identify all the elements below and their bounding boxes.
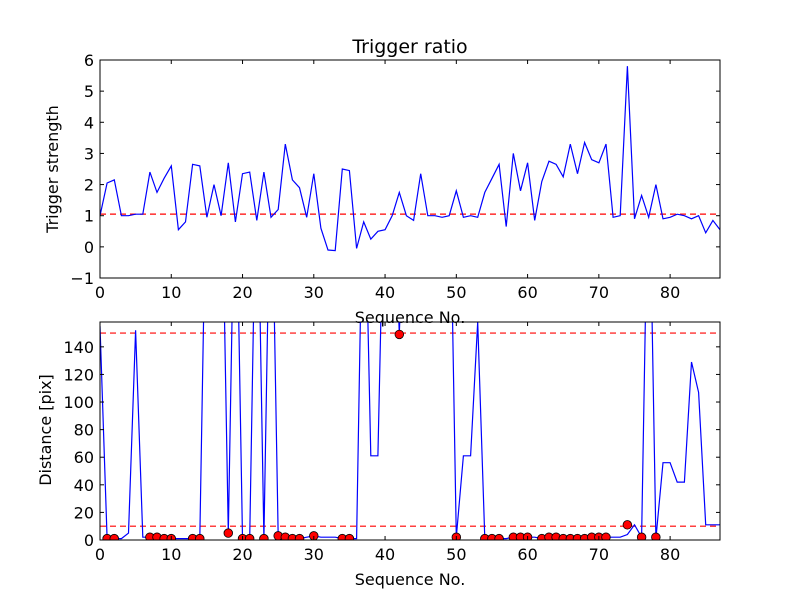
y-tick-label: 40 <box>74 476 94 495</box>
plot-area <box>100 66 720 252</box>
y-tick-label: 100 <box>63 393 94 412</box>
x-tick-label: 60 <box>517 545 537 564</box>
x-tick-label: 40 <box>375 545 395 564</box>
x-tick-label: 20 <box>232 283 252 302</box>
y-tick-label: 20 <box>74 503 94 522</box>
y-tick-label: 1 <box>84 207 94 226</box>
x-tick-label: 60 <box>517 283 537 302</box>
data-point <box>494 533 504 540</box>
x-tick-label: 80 <box>660 545 680 564</box>
data-point <box>223 528 233 538</box>
y-tick-label: −1 <box>70 269 94 288</box>
y-tick-label: 6 <box>84 51 94 70</box>
data-point <box>109 533 119 540</box>
data-point <box>394 329 405 340</box>
x-tick-label: 0 <box>95 283 105 302</box>
y-tick-label: 3 <box>84 144 94 163</box>
data-point <box>259 533 269 540</box>
y-tick-label: 80 <box>74 421 94 440</box>
y-tick-label: 0 <box>84 238 94 257</box>
data-point <box>622 520 633 530</box>
data-point <box>344 533 355 540</box>
x-tick-label: 50 <box>446 283 466 302</box>
series-line <box>100 66 720 252</box>
axes-frame <box>99 59 721 279</box>
axes-frame <box>99 321 721 541</box>
data-point <box>195 533 205 540</box>
y-tick-label: 140 <box>63 338 94 357</box>
x-tick-label: 0 <box>95 545 105 564</box>
x-tick-label: 70 <box>589 283 609 302</box>
y-tick-label: 4 <box>84 113 94 132</box>
y-tick-label: 120 <box>63 365 94 384</box>
series-line <box>100 322 720 540</box>
x-tick-label: 10 <box>161 545 181 564</box>
chart-title: Trigger ratio <box>351 36 467 58</box>
x-tick-label: 30 <box>304 283 324 302</box>
y-axis-label: Distance [pix] <box>36 374 55 486</box>
x-tick-label: 20 <box>232 545 252 564</box>
y-axis-label: Trigger strength <box>43 105 62 234</box>
trigger-ratio-plot: Trigger ratio Sequence No. Trigger stren… <box>43 36 721 327</box>
data-point <box>601 532 611 540</box>
y-tick-label: 5 <box>84 82 94 101</box>
x-tick-label: 50 <box>446 545 466 564</box>
x-tick-label: 70 <box>589 545 609 564</box>
x-tick-label: 30 <box>304 545 324 564</box>
data-point <box>636 532 647 540</box>
x-tick-label: 80 <box>660 283 680 302</box>
x-axis-label: Sequence No. <box>355 308 466 327</box>
x-axis-label: Sequence No. <box>355 570 466 589</box>
plot-area <box>100 322 720 540</box>
data-point <box>294 533 305 540</box>
y-tick-label: 60 <box>74 448 94 467</box>
distance-plot: Sequence No. Distance [pix] 0 10 20 30 40 50 6… <box>36 321 721 589</box>
x-tick-label: 40 <box>375 283 395 302</box>
x-tick-label: 10 <box>161 283 181 302</box>
y-tick-label: 2 <box>84 176 94 195</box>
data-point <box>309 531 319 540</box>
data-point <box>244 533 255 540</box>
data-point <box>651 532 661 540</box>
y-tick-label: 0 <box>84 531 94 550</box>
